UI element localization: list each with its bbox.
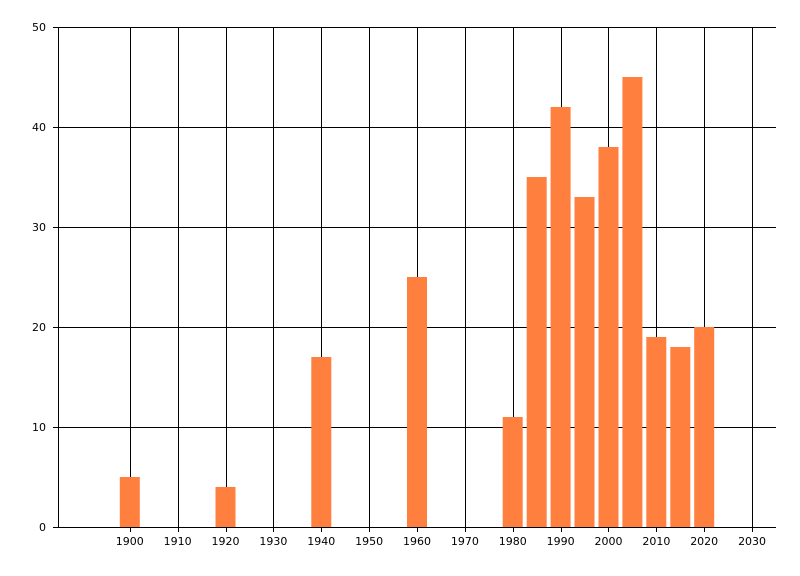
x-tick-label: 1960 bbox=[403, 535, 431, 548]
x-tick-label: 1950 bbox=[355, 535, 383, 548]
bar bbox=[598, 147, 619, 527]
y-tick-label: 10 bbox=[32, 421, 46, 434]
bar bbox=[119, 477, 140, 527]
x-tick-labels: 1900 1910 1920 1930 1940 1950 1960 1970 1980 1990… bbox=[116, 535, 766, 548]
y-tick-label: 40 bbox=[32, 121, 46, 134]
bar bbox=[502, 417, 523, 527]
bar bbox=[215, 487, 236, 527]
bar bbox=[574, 197, 595, 527]
axes bbox=[53, 27, 776, 528]
bar bbox=[526, 177, 547, 527]
x-tick-label: 1980 bbox=[499, 535, 527, 548]
bar bbox=[646, 337, 667, 527]
x-tick-label: 2030 bbox=[738, 535, 766, 548]
x-tick-label: 2020 bbox=[690, 535, 718, 548]
bar bbox=[407, 277, 427, 527]
x-tick-label: 1920 bbox=[212, 535, 240, 548]
x-tick-label: 2010 bbox=[642, 535, 670, 548]
y-tick-label: 0 bbox=[39, 521, 46, 534]
y-tick-labels: 0 10 20 30 40 50 bbox=[32, 21, 46, 534]
bar bbox=[670, 347, 691, 527]
y-tick-label: 50 bbox=[32, 21, 46, 34]
bar bbox=[622, 77, 643, 527]
x-tick-label: 1910 bbox=[164, 535, 192, 548]
bars bbox=[119, 77, 715, 527]
x-tick-label: 1970 bbox=[451, 535, 479, 548]
bar bbox=[311, 357, 332, 527]
x-tick-label: 2000 bbox=[594, 535, 622, 548]
x-tick-label: 1900 bbox=[116, 535, 144, 548]
bar bbox=[550, 107, 571, 527]
bar bbox=[694, 327, 715, 527]
x-tick-label: 1990 bbox=[547, 535, 575, 548]
y-tick-label: 30 bbox=[32, 221, 46, 234]
x-tick-label: 1930 bbox=[259, 535, 287, 548]
y-tick-label: 20 bbox=[32, 321, 46, 334]
x-tick-label: 1940 bbox=[307, 535, 335, 548]
